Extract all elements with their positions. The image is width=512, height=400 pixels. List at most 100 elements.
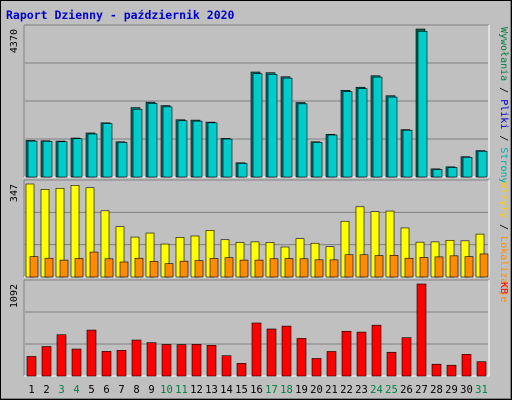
x-tick-label: 22 [340,384,353,396]
chart-panels: 4370 Wywołania / Pliki / Strony 347 Wizyty … [9,24,509,377]
bar-pliki [297,103,308,178]
bar-lokalizacje [44,257,54,278]
bar-kb [356,331,367,377]
y-max-label: 347 [9,184,20,202]
legend-segment: / [498,218,509,236]
bar-pliki [87,133,98,178]
bar-kb [116,350,127,377]
bar-lokalizacje [359,254,369,278]
bar-pliki [327,134,338,178]
x-tick-label: 3 [58,384,64,396]
bar-lokalizacje [59,259,69,278]
bar-lokalizacje [389,254,399,278]
bar-kb [446,364,457,377]
bar-kb [341,330,352,377]
bar-pliki [237,163,248,178]
x-tick-label: 21 [325,384,338,396]
bar-pliki [42,141,53,178]
bar-kb [56,334,67,377]
bar-pliki [312,142,323,178]
bar-pliki [57,141,68,178]
bar-pliki [432,169,443,178]
bar-pliki [282,77,293,178]
bar-pliki [267,74,278,178]
bar-pliki [357,88,368,178]
bar-pliki [102,123,113,178]
bar-pliki [162,106,173,178]
bar-lokalizacje [464,256,474,278]
bar-pliki [372,76,383,178]
right-legend-bottom: KB [498,282,509,294]
bar-lokalizacje [434,256,444,278]
bar-pliki [447,167,458,178]
x-tick-label: 20 [310,384,323,396]
x-tick-label: 12 [190,384,203,396]
right-legend-top: Wywołania / Pliki / Strony [498,27,509,184]
bar-pliki [72,138,83,178]
x-axis-labels: 1 2 3 4 5 6 7 8 9 10 11 12 13 14 15 16 17 18 19 20 21 22 23 24 2… [28,384,487,396]
bar-pliki [132,108,143,178]
bar-lokalizacje [419,257,429,278]
bar-pliki [117,142,128,178]
bar-kb [26,356,37,377]
bar-lokalizacje [119,261,129,278]
bar-pliki [192,120,203,178]
x-tick-label: 16 [250,384,263,396]
x-tick-label: 25 [385,384,398,396]
x-tick-label: 2 [43,384,49,396]
bar-kb [461,354,472,377]
bar-lokalizacje [149,261,159,278]
bar-pliki [207,122,218,178]
x-tick-label: 15 [235,384,248,396]
bar-kb [161,344,172,377]
bar-kb [41,346,52,377]
right-legend-middle: Wizyty / Lokalizacje [498,182,509,302]
bar-pliki [27,140,38,178]
legend-segment: Wywołania [498,27,509,81]
bar-kb [236,363,247,377]
x-tick-label: 4 [73,384,79,396]
x-tick-label: 14 [220,384,233,396]
x-tick-label: 5 [88,384,94,396]
bar-lokalizacje [74,258,84,278]
bar-lokalizacje [194,260,204,278]
chart-title: Raport Dzienny - październik 2020 [6,8,235,22]
bar-kb [86,329,97,377]
bar-kb [386,351,397,377]
x-tick-label: 13 [205,384,218,396]
bar-pliki [402,129,413,178]
bar-kb [266,328,277,377]
bar-lokalizacje [314,259,324,278]
bar-pliki [177,120,188,178]
legend-segment: Lokalizacje [498,236,509,302]
x-tick-label: 17 [265,384,278,396]
x-tick-label: 1 [28,384,34,396]
bar-kb [326,351,337,377]
legend-segment: Strony [498,147,509,183]
bar-kb [176,344,187,377]
bar-lokalizacje [134,257,144,278]
bar-lokalizacje [29,256,39,278]
bar-lokalizacje [404,257,414,278]
bar-kb [146,342,157,377]
x-tick-label: 27 [415,384,428,396]
x-tick-label: 8 [133,384,139,396]
bar-pliki [477,150,488,178]
bar-kb [401,337,412,377]
x-tick-label: 29 [445,384,458,396]
bar-pliki [387,96,398,178]
bar-lokalizacje [479,253,489,278]
bar-kb [191,344,202,377]
bar-lokalizacje [254,259,264,278]
bar-kb [206,345,217,377]
legend-segment: / [498,81,509,99]
y-max-label: 4370 [9,29,20,53]
bar-pliki [342,91,353,178]
bar-kb [71,348,82,377]
legend-segment: KB [498,282,509,294]
bar-lokalizacje [329,259,339,278]
legend-segment: / [498,129,509,147]
x-tick-label: 26 [400,384,413,396]
bar-lokalizacje [299,258,309,278]
